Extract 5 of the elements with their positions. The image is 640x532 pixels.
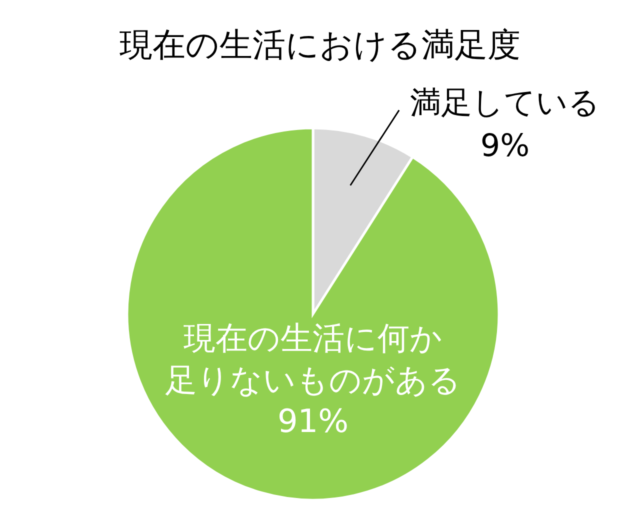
- chart-title: 現在の生活における満足度: [118, 24, 522, 66]
- slice-label: 現在の生活に何か足りないものがある: [165, 319, 461, 399]
- data-label: 91%: [277, 402, 349, 440]
- data-label: 9%: [480, 128, 530, 164]
- slice-label: 満足している: [410, 85, 600, 121]
